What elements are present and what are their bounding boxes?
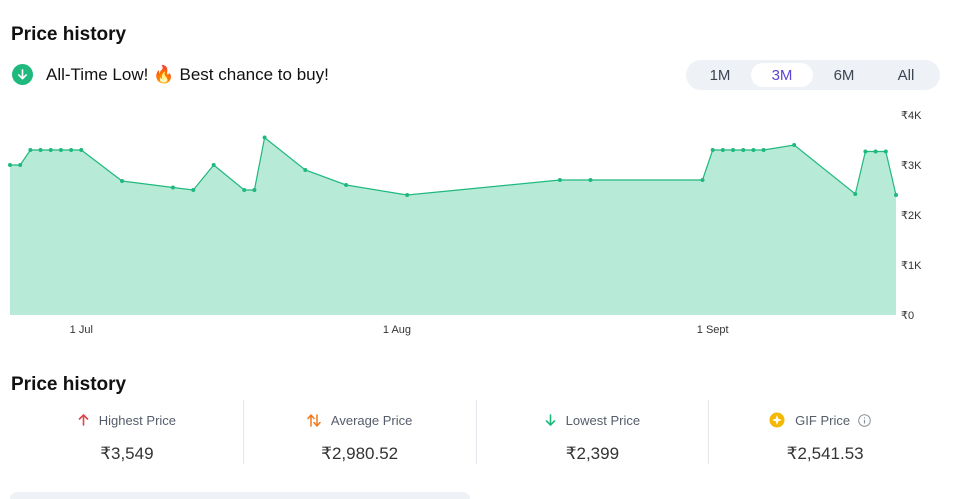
info-icon[interactable] [858, 413, 871, 427]
price-point[interactable] [191, 188, 196, 192]
x-tick-label: 1 Aug [383, 324, 411, 336]
price-point[interactable] [28, 148, 33, 152]
y-tick-label: ₹2K [901, 210, 922, 222]
tab-3m[interactable]: 3M [751, 63, 813, 87]
price-point[interactable] [344, 183, 349, 187]
price-point[interactable] [58, 148, 63, 152]
price-point[interactable] [303, 168, 308, 172]
stat-label: Average Price [330, 412, 413, 428]
stat-value: ₹2,980.52 [321, 444, 399, 463]
stat-value: ₹2,541.53 [786, 444, 864, 463]
price-point[interactable] [48, 148, 53, 152]
stat-highest-price: Highest Price ₹3,549 [11, 400, 244, 464]
price-point[interactable] [863, 149, 868, 154]
x-tick-label: 1 Jul [70, 324, 93, 336]
price-point[interactable] [873, 149, 878, 154]
price-point[interactable] [741, 148, 746, 152]
price-point[interactable] [853, 192, 858, 196]
tab-6m[interactable]: 6M [833, 66, 855, 84]
arrow-down-circle-icon [12, 64, 33, 85]
price-point[interactable] [731, 148, 736, 152]
price-point[interactable] [751, 148, 756, 152]
y-tick-label: ₹4K [901, 110, 922, 122]
arrow-up-icon [78, 414, 89, 426]
price-point[interactable] [700, 178, 705, 182]
price-point[interactable] [761, 148, 766, 152]
alert-text-secondary: Best chance to buy! [179, 64, 329, 84]
stat-label: Highest Price [98, 412, 177, 428]
stat-label: GIF Price [795, 412, 851, 428]
bottom-panel [10, 492, 470, 499]
stat-average-price: Average Price ₹2,980.52 [244, 400, 477, 464]
price-point[interactable] [883, 149, 888, 154]
price-point[interactable] [211, 163, 216, 167]
page-title: Price history [11, 24, 127, 45]
price-point[interactable] [792, 143, 797, 147]
up-down-arrows-icon [307, 413, 321, 427]
price-point[interactable] [405, 193, 410, 198]
all-time-low-alert: All-Time Low! 🔥 Best chance to buy! [12, 64, 329, 85]
price-point[interactable] [252, 188, 257, 192]
stat-value: ₹2,399 [565, 444, 620, 463]
price-area-fill [10, 137, 896, 315]
stat-label: Lowest Price [565, 412, 641, 428]
price-point[interactable] [894, 193, 898, 198]
alert-text-primary: All-Time Low! [46, 64, 149, 84]
stat-gif-price: GIF Price ₹2,541.53 [709, 400, 941, 464]
y-tick-label: ₹1K [901, 260, 922, 272]
y-tick-label: ₹0 [901, 310, 914, 322]
tab-1m[interactable]: 1M [709, 66, 731, 84]
price-point[interactable] [69, 148, 74, 152]
price-point[interactable] [79, 148, 84, 152]
tab-all[interactable]: All [897, 66, 915, 84]
price-stats: Highest Price ₹3,549 Average Price ₹2,98… [11, 400, 941, 464]
price-point[interactable] [588, 178, 593, 182]
price-point[interactable] [262, 135, 267, 140]
price-point[interactable] [710, 148, 715, 152]
range-tabs: 1M 3M 6M All [686, 60, 940, 90]
x-tick-label: 1 Sept [697, 324, 729, 336]
flame-icon: 🔥 [153, 64, 175, 84]
price-point[interactable] [720, 148, 725, 152]
price-point[interactable] [8, 163, 12, 167]
arrow-down-icon [545, 414, 555, 426]
gif-badge-icon [769, 412, 785, 428]
y-tick-label: ₹3K [901, 160, 922, 172]
price-point[interactable] [120, 179, 125, 183]
stats-title: Price history [11, 374, 127, 395]
price-point[interactable] [18, 163, 23, 167]
stat-value: ₹3,549 [100, 444, 154, 463]
stat-lowest-price: Lowest Price ₹2,399 [477, 400, 710, 464]
price-history-chart: ₹0 ₹1K ₹2K ₹3K ₹4K 1 Jul 1 Aug 1 Sept [8, 110, 922, 336]
price-point[interactable] [557, 178, 562, 182]
price-point[interactable] [170, 185, 175, 190]
price-point[interactable] [242, 188, 247, 192]
price-point[interactable] [38, 148, 43, 152]
